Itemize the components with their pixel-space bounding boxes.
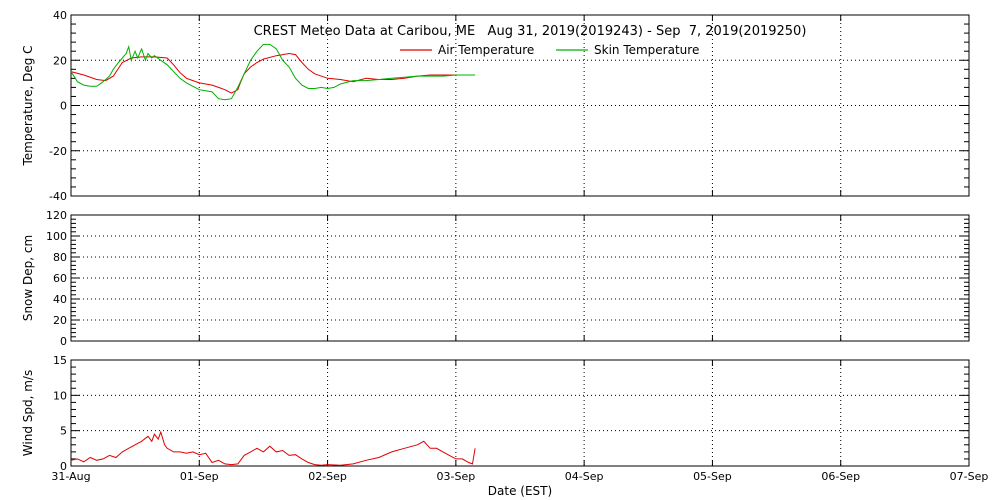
panel-3-ytick-label-2: 10 xyxy=(53,389,67,402)
panel-2-ytick-label-3: 60 xyxy=(53,272,67,285)
legend-air-label: Air Temperature xyxy=(438,43,534,57)
legend-skin-label: Skin Temperature xyxy=(594,43,699,57)
panel-3-y-axis-label: Wind Spd, m/s xyxy=(21,370,35,456)
x-tick-label-2: 02-Sep xyxy=(308,470,347,483)
panel-3-frame xyxy=(70,359,970,467)
x-tick-label-3: 03-Sep xyxy=(437,470,476,483)
panel-2-ytick-label-1: 20 xyxy=(53,314,67,327)
panel-3-ytick-label-0: 0 xyxy=(60,460,67,473)
panel-3-ytick-label-1: 5 xyxy=(60,425,67,438)
panel-2-y-axis-label: Snow Dep, cm xyxy=(21,235,35,321)
x-tick-label-7: 07-Sep xyxy=(950,470,989,483)
x-tick-label-6: 06-Sep xyxy=(821,470,860,483)
panel-2-ytick-label-4: 80 xyxy=(53,251,67,264)
x-tick-label-1: 01-Sep xyxy=(180,470,219,483)
panel-3-ytick-label-3: 15 xyxy=(53,354,67,367)
panel-1-ytick-label-1: -20 xyxy=(49,145,67,158)
panel-1-series-air-temperature xyxy=(70,52,476,94)
panel-3-series-wind-speed xyxy=(70,430,476,466)
x-tick-label-4: 04-Sep xyxy=(565,470,604,483)
x-tick-label-5: 05-Sep xyxy=(693,470,732,483)
panel-2-ytick-label-0: 0 xyxy=(60,335,67,348)
panel-1-frame xyxy=(70,14,970,197)
panel-2-ytick-label-5: 100 xyxy=(46,230,67,243)
legend: Air Temperature Skin Temperature xyxy=(400,43,699,57)
x-axis-label: Date (EST) xyxy=(488,484,552,498)
panel-2-ytick-label-2: 40 xyxy=(53,293,67,306)
panel-1-ytick-label-4: 40 xyxy=(53,9,67,22)
chart-title: CREST Meteo Data at Caribou, ME Aug 31, … xyxy=(254,24,807,39)
panel-2-frame xyxy=(70,214,970,342)
panel-1-ytick-label-3: 20 xyxy=(53,54,67,67)
panel-1-ytick-label-2: 0 xyxy=(60,100,67,113)
panel-1-ytick-label-0: -40 xyxy=(49,190,67,203)
panel-2-ytick-label-6: 120 xyxy=(46,209,67,222)
x-tick-label-0: 31-Aug xyxy=(51,470,90,483)
panel-1-series-skin-temperature xyxy=(70,43,476,101)
panel-1-y-axis-label: Temperature, Deg C xyxy=(21,45,35,166)
